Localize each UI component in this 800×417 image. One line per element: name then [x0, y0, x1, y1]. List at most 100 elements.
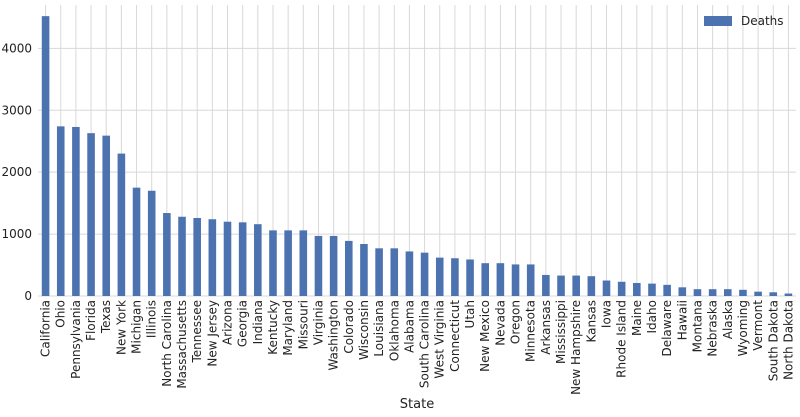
bar [754, 291, 762, 296]
bar [784, 293, 793, 296]
bar [344, 240, 353, 296]
bar [420, 252, 429, 296]
x-tick-label: Oregon [509, 300, 523, 344]
bar [41, 16, 50, 296]
bar [648, 283, 656, 296]
bar [178, 216, 186, 296]
x-tick-label: New Mexico [478, 300, 492, 372]
x-tick-label: Maine [630, 300, 644, 336]
y-tick-label: 1000 [1, 227, 32, 241]
x-tick-label: New Hampshire [569, 300, 583, 395]
x-tick-label: Illinois [145, 300, 159, 338]
bar [663, 284, 671, 296]
x-tick-label: Missouri [296, 300, 310, 349]
bar [72, 126, 80, 296]
x-tick-label: Arizona [221, 300, 235, 345]
x-tick-label: Idaho [645, 300, 659, 333]
x-tick-label: Oklahoma [387, 300, 401, 361]
bar [102, 135, 111, 296]
bar [254, 224, 262, 296]
bar [466, 259, 474, 296]
bar [708, 289, 717, 296]
bar [238, 222, 247, 296]
bar [693, 289, 702, 296]
x-tick-label: Colorado [342, 300, 356, 354]
bar [769, 292, 778, 296]
bar [284, 230, 292, 296]
x-tick-label: California [39, 300, 53, 357]
bar [269, 230, 277, 296]
y-tick-label: 0 [24, 289, 32, 303]
bar [360, 243, 368, 296]
y-axis-ticks: 0 1000 2000 3000 4000 [1, 41, 32, 303]
bar [557, 275, 565, 296]
x-tick-label: Michigan [130, 300, 144, 354]
x-tick-label: Hawaii [675, 300, 689, 340]
x-tick-label: West Virginia [433, 300, 447, 379]
x-tick-label: Rhode Island [615, 300, 629, 378]
bar [193, 217, 201, 296]
x-tick-label: Tennessee [190, 300, 204, 364]
legend-label-deaths: Deaths [741, 14, 784, 28]
bar [329, 235, 338, 296]
bar [481, 263, 490, 296]
x-tick-label: Florida [84, 300, 98, 341]
bar [542, 274, 550, 296]
bar [87, 133, 95, 296]
x-tick-label: Nevada [493, 300, 507, 346]
bar [602, 280, 611, 296]
x-tick-label: Kansas [584, 300, 598, 342]
x-tick-label: Alaska [721, 300, 735, 339]
bars [41, 16, 793, 296]
bar [587, 276, 596, 296]
bar [633, 282, 641, 296]
legend: Deaths [704, 14, 784, 28]
x-tick-label: Wyoming [736, 300, 750, 356]
x-tick-label: Washington [327, 300, 341, 371]
x-tick-label: Wisconsin [357, 300, 371, 360]
x-tick-label: Maryland [281, 300, 295, 356]
x-tick-label: Georgia [236, 300, 250, 347]
legend-swatch [704, 16, 732, 26]
y-tick-label: 4000 [1, 41, 32, 55]
bar [723, 289, 732, 296]
x-tick-label: North Dakota [781, 300, 795, 380]
x-tick-label: New York [114, 300, 128, 355]
bar [314, 235, 323, 296]
x-tick-label: Iowa [600, 300, 614, 328]
y-tick-label: 3000 [1, 103, 32, 117]
x-tick-label: Pennsylvania [69, 300, 83, 379]
bar [511, 264, 520, 296]
bar [132, 187, 141, 296]
bar [163, 213, 171, 296]
bar [678, 287, 687, 296]
x-tick-label: Delaware [660, 300, 674, 357]
x-tick-label: Vermont [751, 300, 765, 351]
x-tick-label: North Carolina [160, 300, 174, 387]
bar [526, 264, 535, 296]
bar [451, 258, 459, 296]
bar [208, 219, 217, 296]
x-tick-label: South Dakota [766, 300, 780, 381]
x-tick-label: Kentucky [266, 300, 280, 355]
x-tick-label: Minnesota [524, 300, 538, 362]
bar [299, 230, 308, 296]
x-tick-label: Massachusetts [175, 300, 189, 389]
bar [739, 289, 747, 296]
bar [56, 126, 65, 296]
x-tick-label: Louisiana [372, 300, 386, 357]
x-tick-label: New Jersey [205, 300, 219, 367]
x-tick-label: Connecticut [448, 300, 462, 372]
x-axis-title: State [400, 397, 434, 412]
x-tick-label: Nebraska [706, 300, 720, 357]
x-tick-label: Texas [99, 300, 113, 334]
bar [496, 263, 505, 296]
x-tick-label: Indiana [251, 300, 265, 344]
x-tick-label: Arkansas [539, 300, 553, 355]
x-axis-ticks: California Ohio Pennsylvania Florida Texas Ne… [39, 300, 796, 395]
bar [435, 257, 444, 296]
x-tick-label: Montana [690, 300, 704, 352]
x-tick-label: South Carolina [418, 300, 432, 388]
bar [223, 221, 232, 296]
